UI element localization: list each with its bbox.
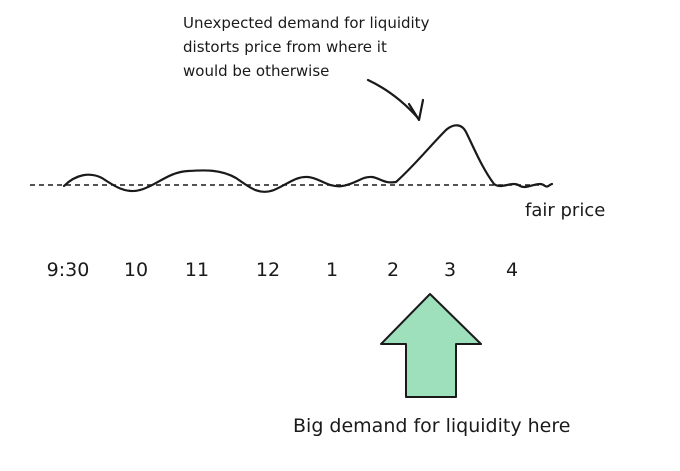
time-label-2: 2	[387, 259, 399, 281]
time-axis: 9:30 10 11 12 1 2 3 4	[47, 259, 518, 281]
annotation-pointer-arrow	[366, 78, 425, 122]
time-label-11: 11	[185, 259, 209, 281]
price-curve	[62, 124, 554, 193]
annotation-line-3: would be otherwise	[183, 62, 329, 80]
time-label-10: 10	[124, 259, 148, 281]
bottom-label: Big demand for liquidity here	[293, 415, 570, 437]
big-up-arrow	[380, 293, 482, 398]
time-label-3: 3	[444, 259, 456, 281]
time-label-930: 9:30	[47, 259, 90, 281]
time-label-12: 12	[256, 259, 280, 281]
annotation-line-1: Unexpected demand for liquidity	[183, 14, 430, 32]
time-label-4: 4	[506, 259, 518, 281]
annotation-text: Unexpected demand for liquidity distorts…	[183, 14, 430, 80]
pointer-arrow-shaft	[366, 78, 420, 120]
fair-price-label: fair price	[525, 200, 605, 221]
pointer-arrow-head	[407, 98, 425, 122]
time-label-1: 1	[326, 259, 338, 281]
annotation-line-2: distorts price from where it	[183, 38, 387, 56]
